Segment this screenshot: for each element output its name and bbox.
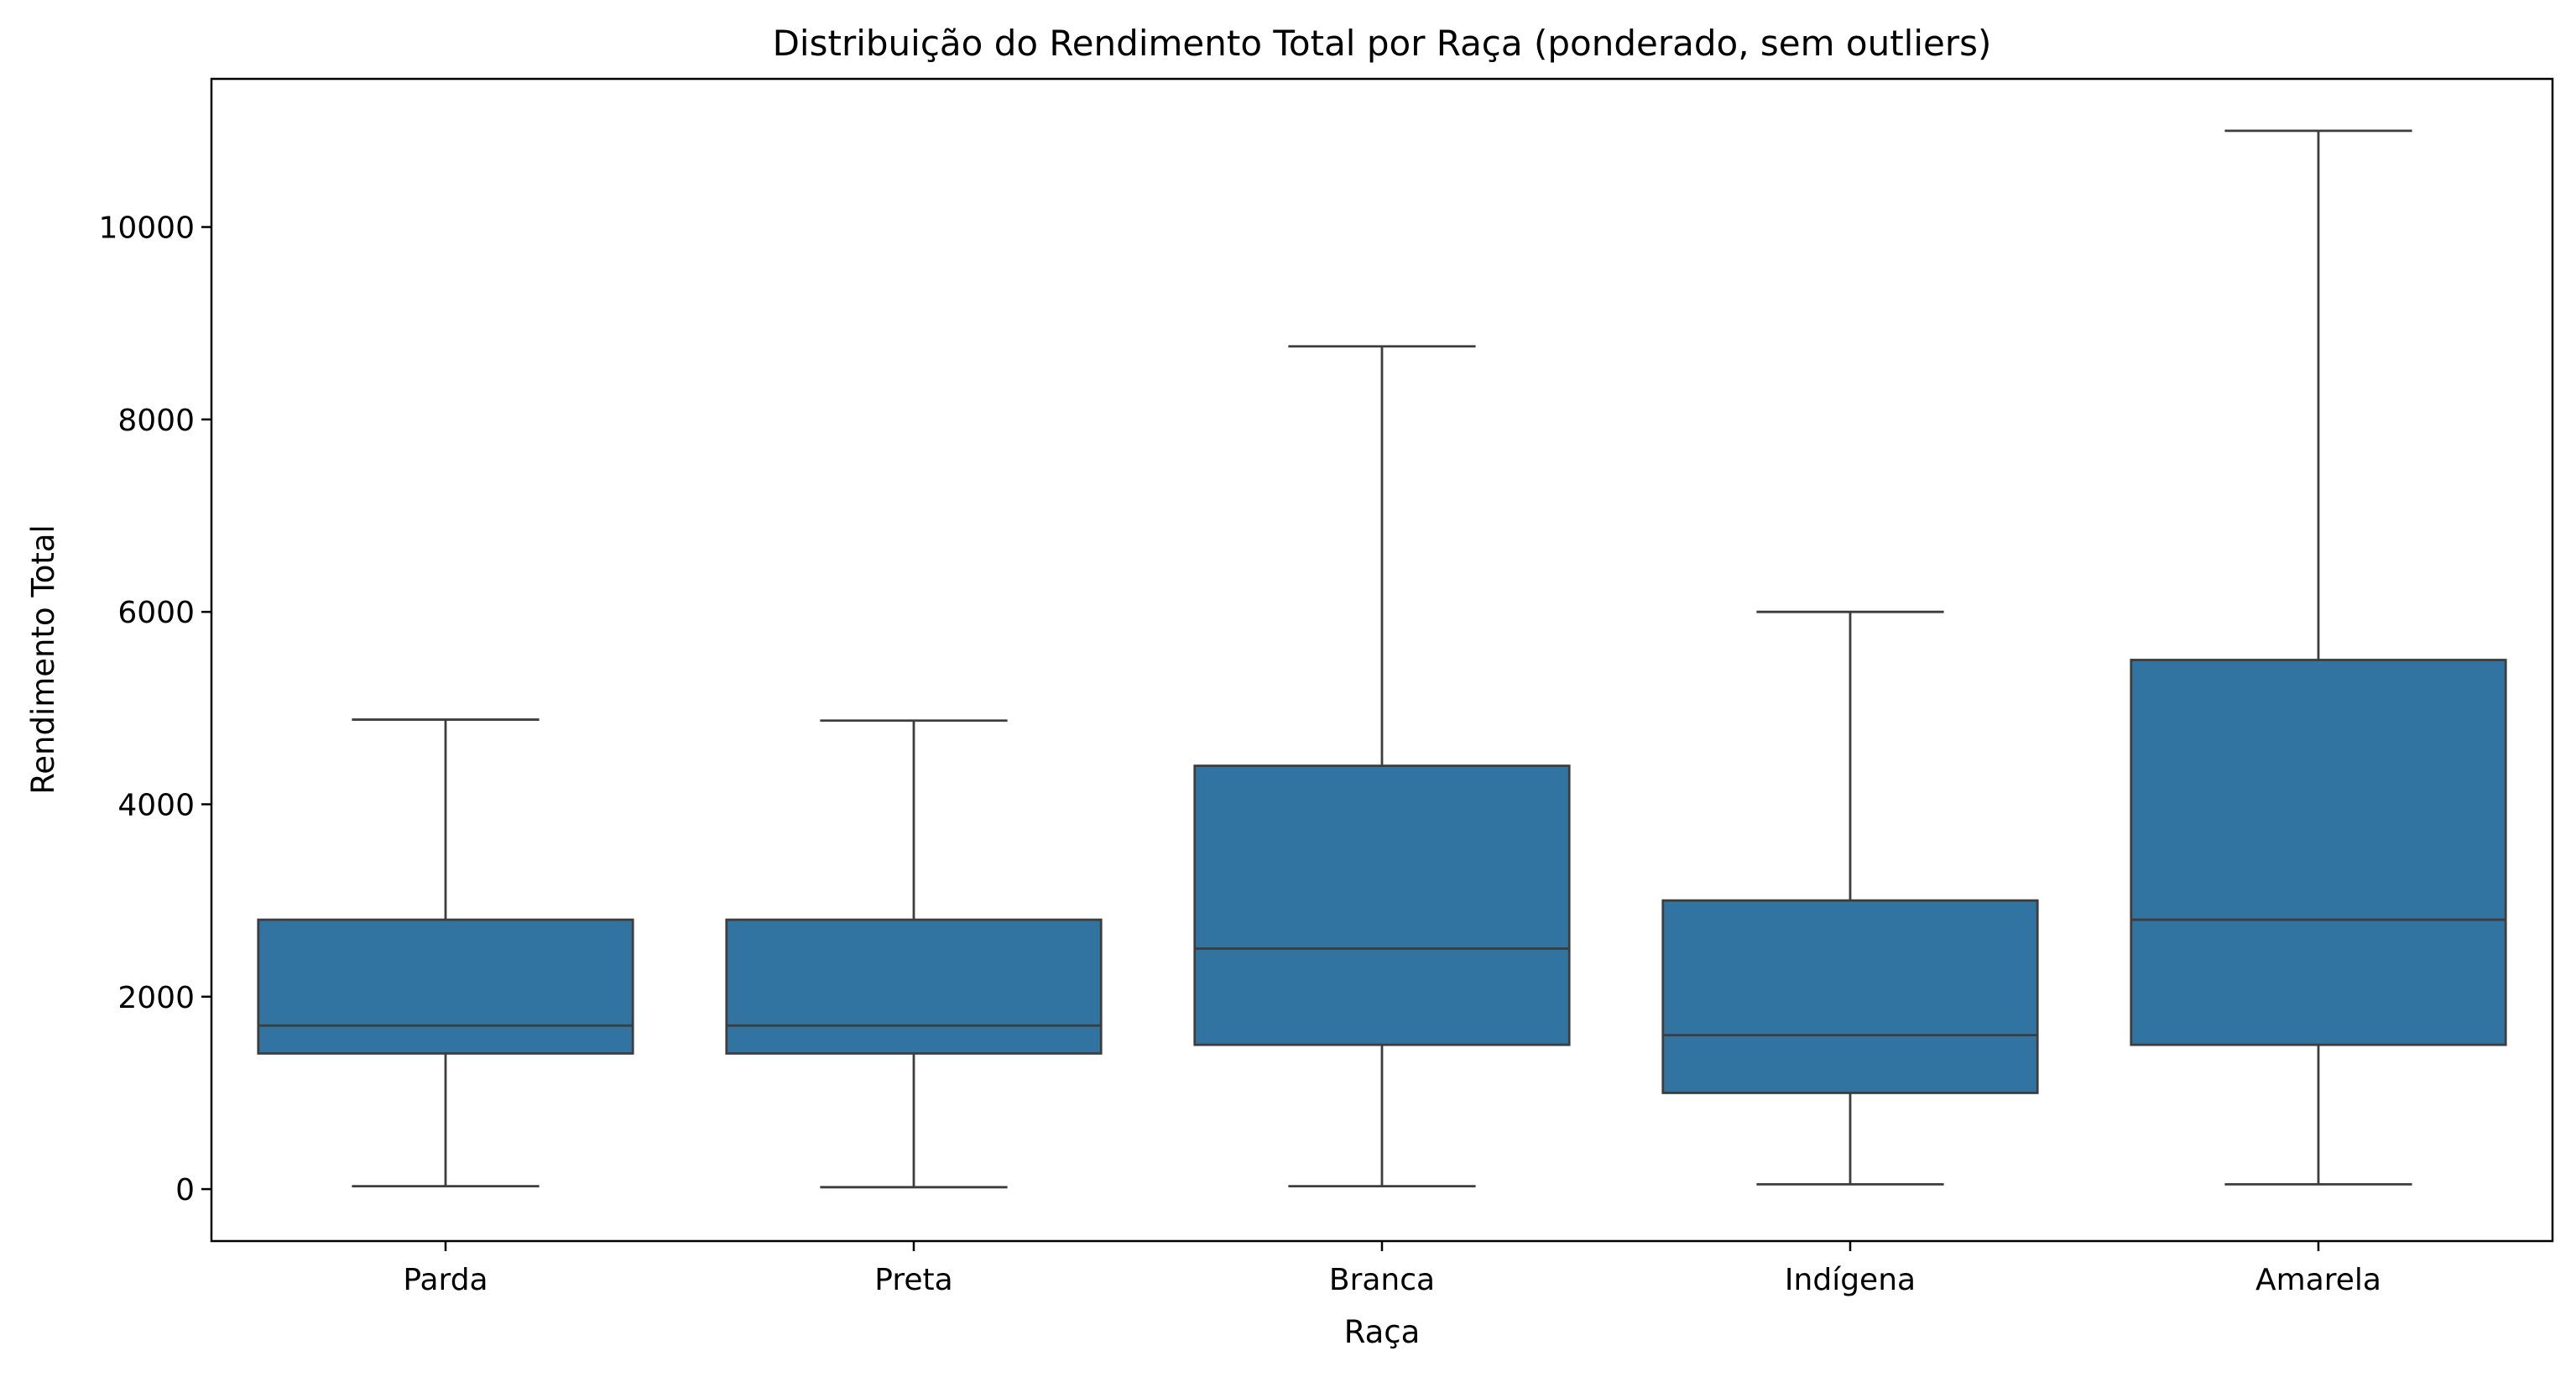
x-axis-label: Raça — [1344, 1314, 1421, 1350]
y-tick-label: 4000 — [117, 788, 195, 822]
iqr-box — [725, 918, 1103, 1055]
iqr-box — [1661, 899, 2039, 1094]
boxes-group — [257, 129, 2507, 1189]
iqr-box — [2130, 659, 2507, 1046]
y-tick-label: 8000 — [117, 404, 195, 438]
y-tick-label: 6000 — [117, 596, 195, 630]
x-tick-label: Branca — [1329, 1263, 1435, 1297]
x-tick-label: Indígena — [1785, 1263, 1916, 1297]
box-amarela — [2130, 129, 2507, 1186]
x-tick-label: Amarela — [2255, 1263, 2381, 1297]
box-parda — [257, 718, 634, 1188]
iqr-box — [257, 918, 634, 1055]
x-axis-ticks: Parda Preta Branca Indígena Amarela — [403, 1241, 2381, 1297]
y-axis-label: Rendimento Total — [25, 524, 61, 795]
chart-title: Distribuição do Rendimento Total por Raç… — [773, 23, 1992, 64]
plot-frame — [210, 77, 2554, 1243]
y-tick-label: 10000 — [98, 211, 195, 246]
y-tick-label: 2000 — [117, 981, 195, 1015]
x-tick-label: Preta — [874, 1263, 952, 1297]
y-tick-label: 0 — [175, 1173, 195, 1207]
box-indigena — [1661, 610, 2039, 1186]
iqr-box — [1193, 764, 1571, 1046]
box-branca — [1193, 345, 1571, 1188]
x-tick-label: Parda — [403, 1263, 488, 1297]
box-preta — [725, 719, 1103, 1189]
y-axis-ticks: 0 2000 4000 6000 8000 10000 — [98, 211, 211, 1207]
